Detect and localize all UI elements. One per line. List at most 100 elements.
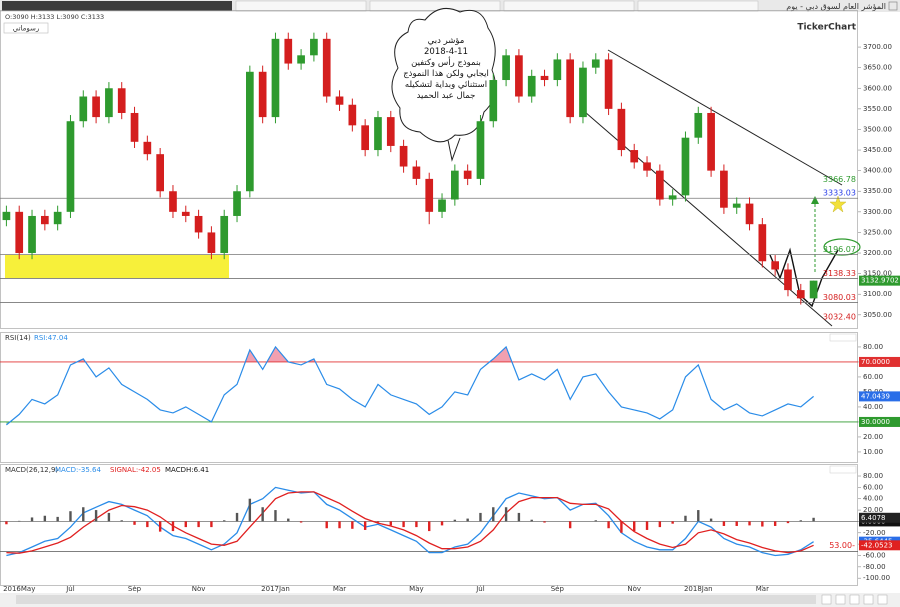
histogram-bar bbox=[620, 521, 623, 533]
legend-entry: SIGNAL:-42.05 bbox=[110, 466, 161, 474]
histogram-bar bbox=[325, 521, 328, 529]
candle-body bbox=[771, 261, 779, 270]
note-tail bbox=[447, 137, 461, 162]
histogram-bar bbox=[799, 520, 802, 522]
note-line: 2018-4-11 bbox=[424, 47, 468, 57]
candle-body bbox=[53, 211, 62, 225]
rsi-line bbox=[6, 345, 814, 426]
histogram-bar bbox=[453, 519, 457, 522]
zoom-button[interactable] bbox=[835, 594, 846, 605]
histogram-bar bbox=[607, 521, 610, 529]
candle-body bbox=[130, 112, 139, 142]
histogram-bar bbox=[69, 511, 72, 522]
candle-body bbox=[297, 55, 305, 64]
candle-body bbox=[310, 38, 318, 56]
legend-entry: MACD:-35.64 bbox=[55, 466, 101, 474]
legend-entry: MACDH:6.41 bbox=[165, 466, 209, 474]
candle-body bbox=[181, 211, 190, 216]
panel-controls[interactable] bbox=[829, 465, 857, 474]
histogram-bar bbox=[363, 521, 367, 530]
candle-body bbox=[386, 117, 395, 146]
y-tick-label: 80.00 bbox=[863, 343, 883, 351]
tab[interactable] bbox=[637, 0, 759, 12]
panel-controls[interactable] bbox=[829, 333, 857, 342]
panel-title: RSI(14) bbox=[5, 334, 31, 342]
histogram-bar bbox=[5, 521, 8, 525]
scroll-thumb[interactable] bbox=[16, 595, 816, 604]
candle-body bbox=[476, 121, 485, 179]
histogram-bar bbox=[197, 521, 200, 528]
value-tag-label: 6.4078 bbox=[861, 514, 886, 522]
value-tag bbox=[859, 391, 900, 402]
zoom-button[interactable] bbox=[863, 594, 874, 605]
value-tag-label: 70.0000 bbox=[861, 358, 890, 366]
candle-body bbox=[246, 71, 254, 192]
candle-body bbox=[207, 232, 216, 254]
histogram-bar bbox=[274, 510, 277, 522]
candle-body bbox=[361, 125, 369, 151]
candle-body bbox=[425, 178, 434, 212]
star bbox=[829, 195, 847, 213]
histogram-bar bbox=[773, 521, 777, 526]
x-tick-label: Mar bbox=[333, 585, 346, 593]
drawings-button[interactable] bbox=[3, 22, 49, 34]
y-tick-label: 3450.00 bbox=[863, 146, 892, 154]
histogram-bar bbox=[133, 521, 136, 525]
candle-body bbox=[630, 150, 639, 163]
histogram-bar bbox=[530, 519, 533, 522]
close-button[interactable] bbox=[888, 1, 898, 11]
y-tick-label: 3350.00 bbox=[863, 187, 892, 195]
histogram-bar bbox=[684, 515, 687, 522]
candle-body bbox=[694, 112, 703, 138]
zone-fill bbox=[6, 346, 814, 362]
candle-body bbox=[515, 55, 523, 97]
y-tick-label: 3500.00 bbox=[863, 125, 892, 133]
candle-body bbox=[156, 154, 164, 192]
histogram-bar bbox=[466, 518, 469, 522]
tab[interactable] bbox=[235, 0, 367, 12]
candle-body bbox=[399, 145, 408, 167]
candle-body bbox=[656, 170, 664, 200]
level-label: 3032.40 bbox=[823, 313, 856, 322]
x-tick-label: Nov bbox=[192, 585, 206, 593]
y-tick-label: -100.00 bbox=[863, 574, 890, 582]
histogram-bar bbox=[594, 520, 597, 522]
histogram-bar bbox=[440, 521, 444, 526]
histogram-bar bbox=[658, 521, 662, 528]
histogram-bar bbox=[786, 521, 790, 524]
histogram-bar bbox=[492, 507, 495, 522]
candle-body bbox=[374, 117, 382, 151]
histogram-bar bbox=[235, 512, 239, 522]
histogram-bar bbox=[389, 521, 392, 526]
tab[interactable] bbox=[2, 1, 232, 11]
histogram-bar bbox=[18, 520, 21, 522]
histogram-bar bbox=[697, 510, 700, 522]
candle-body bbox=[271, 38, 280, 118]
candle-body bbox=[15, 211, 24, 254]
histogram-bar bbox=[82, 507, 85, 522]
tab[interactable] bbox=[503, 0, 635, 12]
zoom-button[interactable] bbox=[821, 594, 832, 605]
candle-body bbox=[502, 55, 510, 81]
level-label: 3366.78 bbox=[823, 175, 856, 184]
histogram-bar bbox=[479, 512, 482, 522]
candle-body bbox=[451, 170, 459, 200]
histogram-bar bbox=[338, 521, 341, 529]
zoom-button[interactable] bbox=[877, 594, 888, 605]
candle-body bbox=[489, 80, 498, 122]
macd-line bbox=[6, 486, 814, 557]
histogram-bar bbox=[517, 512, 521, 522]
candle-body bbox=[643, 162, 651, 171]
histogram-bar bbox=[299, 521, 303, 523]
y-tick-label: 3300.00 bbox=[863, 208, 892, 216]
tab[interactable] bbox=[369, 0, 501, 12]
candle-body bbox=[745, 203, 754, 225]
legend-entry: RSI:47.04 bbox=[34, 334, 68, 342]
y-tick-label: 3100.00 bbox=[863, 290, 892, 298]
zoom-button[interactable] bbox=[849, 594, 860, 605]
y-tick-label: 3200.00 bbox=[863, 249, 892, 257]
target-arrow-head bbox=[811, 196, 819, 204]
histogram-bar bbox=[543, 521, 546, 523]
value-tag-label: -42.0523 bbox=[861, 541, 892, 549]
